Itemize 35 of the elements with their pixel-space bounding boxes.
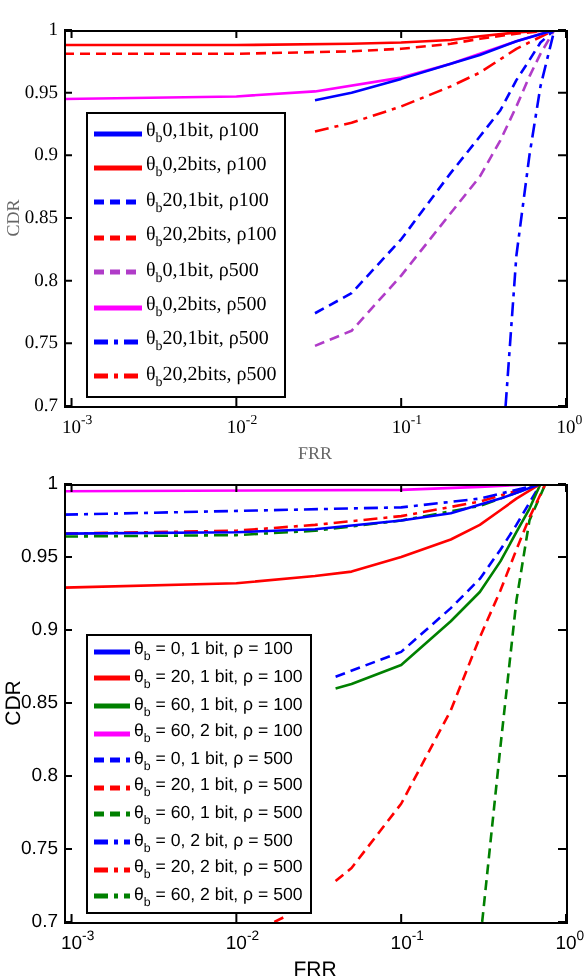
x-axis-title: FRR bbox=[293, 957, 338, 978]
legend-label: θ$_{b}$20,2bits, ρ100 bbox=[146, 224, 277, 251]
y-tick-label: 0.8 bbox=[34, 271, 59, 292]
legend-label: θ$_{b}$0,1bit, ρ500 bbox=[146, 259, 259, 286]
y-tick-label: 0.9 bbox=[34, 146, 59, 167]
x-axis-title: FRR bbox=[297, 442, 333, 463]
y-tick-label: 0.75 bbox=[21, 838, 59, 861]
legend-label: θ$_{b}$ = 60, 1 bit, ρ = 500 bbox=[134, 802, 303, 828]
legend-label: θ$_{b}$20,2bits, ρ500 bbox=[146, 363, 277, 390]
legend-label: θ$_{b}$ = 0, 2 bit, ρ = 500 bbox=[134, 829, 293, 855]
legend-label: θ$_{b}$20,1bit, ρ100 bbox=[146, 189, 269, 216]
y-tick-label: 0.95 bbox=[21, 546, 59, 569]
legend-label: θ$_{b}$ = 20, 2 bit, ρ = 500 bbox=[134, 856, 303, 882]
legend-label: θ$_{b}$ = 0, 1 bit, ρ = 100 bbox=[134, 638, 293, 665]
y-tick-label: 0.75 bbox=[24, 334, 59, 355]
y-tick-label: 0.7 bbox=[34, 397, 59, 417]
y-tick-label: 0.85 bbox=[21, 692, 59, 715]
y-tick-label: 0.85 bbox=[24, 209, 59, 229]
legend-label: θ$_{b}$20,1bit, ρ500 bbox=[146, 328, 269, 355]
legend-label: θ$_{b}$ = 60, 1 bit, ρ = 100 bbox=[134, 693, 303, 719]
y-tick-label: 1 bbox=[47, 473, 59, 496]
y-tick-label: 1 bbox=[48, 21, 59, 41]
y-tick-label: 0.95 bbox=[24, 83, 59, 104]
legend-label: θ$_{b}$0,2bits, ρ100 bbox=[146, 154, 267, 181]
legend-label: θ$_{b}$ = 20, 1 bit, ρ = 100 bbox=[134, 666, 303, 692]
legend-label: θ$_{b}$ = 20, 1 bit, ρ = 500 bbox=[134, 774, 303, 801]
legend-label: θ$_{b}$0,1bit, ρ100 bbox=[146, 120, 259, 147]
y-tick-label: 0.8 bbox=[31, 765, 59, 788]
y-tick-label: 0.7 bbox=[31, 911, 59, 934]
legend-label: θ$_{b}$ = 60, 2 bit, ρ = 100 bbox=[134, 720, 303, 747]
legend-label: θ$_{b}$0,2bits, ρ500 bbox=[146, 294, 267, 321]
y-axis-title: CDR bbox=[2, 199, 23, 237]
legend-label: θ$_{b}$ = 60, 2 bit, ρ = 500 bbox=[134, 883, 303, 910]
y-tick-label: 0.9 bbox=[31, 619, 59, 642]
legend-label: θ$_{b}$ = 0, 1 bit, ρ = 500 bbox=[134, 747, 293, 774]
